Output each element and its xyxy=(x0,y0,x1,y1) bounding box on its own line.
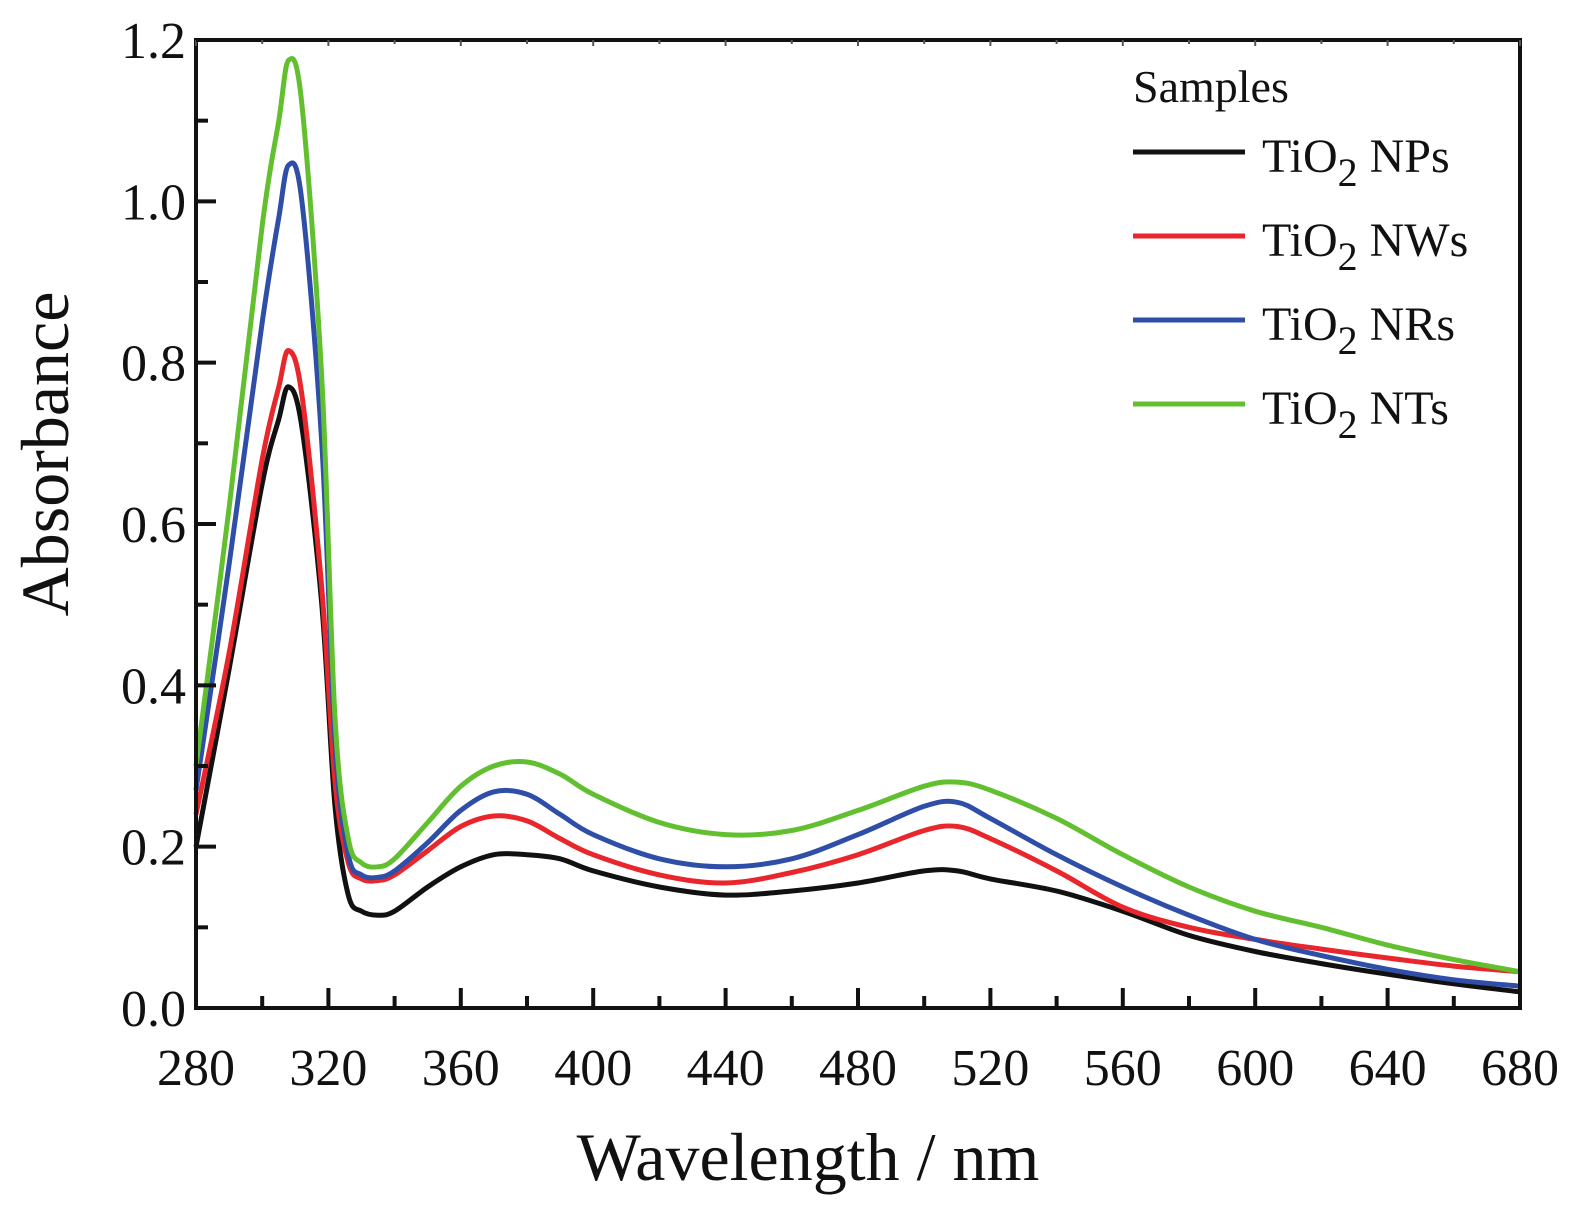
y-tick-label: 0.4 xyxy=(121,658,186,715)
x-tick-label: 320 xyxy=(289,1040,367,1097)
ticks-layer xyxy=(194,38,1522,1010)
x-tick-label: 440 xyxy=(687,1040,765,1097)
legend-title: Samples xyxy=(1133,61,1289,112)
x-tick-label: 520 xyxy=(951,1040,1029,1097)
x-tick-label: 640 xyxy=(1349,1040,1427,1097)
series-line-nps xyxy=(193,384,1521,995)
legend-label: TiO2 NWs xyxy=(1262,214,1468,279)
x-tick-label: 360 xyxy=(422,1040,500,1097)
plot-frame xyxy=(194,38,1522,1010)
tick-labels: 280 320 360 400 440 480 520 560 600 640 680 0.0 0.2 0… xyxy=(121,13,1559,1097)
series-line-nts xyxy=(193,56,1521,975)
series-line-nws xyxy=(193,348,1521,975)
x-tick-label: 400 xyxy=(554,1040,632,1097)
x-tick-label: 600 xyxy=(1216,1040,1294,1097)
y-tick-label: 1.2 xyxy=(121,13,186,70)
series-line-nrs xyxy=(193,160,1521,989)
series-layer xyxy=(193,56,1521,995)
y-tick-label: 0.2 xyxy=(121,820,186,877)
x-tick-label: 680 xyxy=(1481,1040,1559,1097)
legend-label: TiO2 NTs xyxy=(1262,382,1449,447)
y-tick-label: 0.6 xyxy=(121,497,186,554)
y-axis-title: Absorbance xyxy=(7,292,83,617)
x-tick-label: 480 xyxy=(819,1040,897,1097)
x-tick-label: 280 xyxy=(157,1040,235,1097)
legend-label: TiO2 NRs xyxy=(1262,298,1455,363)
y-tick-label: 1.0 xyxy=(121,174,186,231)
y-tick-label: 0.8 xyxy=(121,336,186,393)
legend: Samples TiO2 NPs TiO2 NWs TiO2 NRs TiO2 NTs xyxy=(1133,61,1468,447)
x-axis-title: Wavelength / nm xyxy=(577,1119,1040,1195)
legend-label: TiO2 NPs xyxy=(1262,130,1450,195)
x-tick-label: 560 xyxy=(1084,1040,1162,1097)
y-tick-label: 0.0 xyxy=(121,981,186,1038)
